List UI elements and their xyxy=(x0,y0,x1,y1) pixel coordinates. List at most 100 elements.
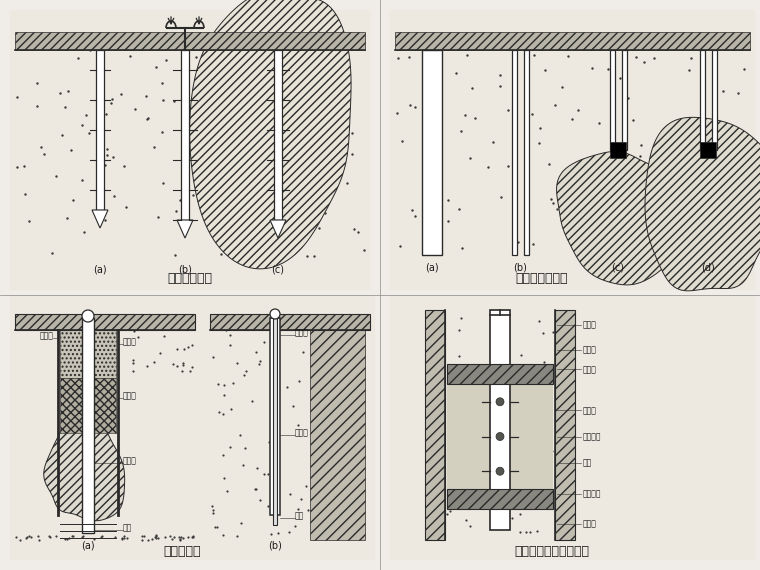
Point xyxy=(292,421,304,430)
Point xyxy=(25,532,37,541)
Point xyxy=(556,348,568,357)
Point xyxy=(422,344,434,353)
Bar xyxy=(447,364,553,384)
Point xyxy=(178,344,190,353)
Point xyxy=(352,227,364,237)
Point xyxy=(357,246,369,255)
Point xyxy=(77,531,89,540)
Point xyxy=(272,528,284,537)
Point xyxy=(562,343,575,352)
Bar xyxy=(60,330,116,378)
Point xyxy=(280,78,293,87)
Point xyxy=(258,338,271,347)
Point xyxy=(80,111,92,120)
Point xyxy=(722,166,734,176)
Point xyxy=(528,50,540,59)
Point xyxy=(32,532,44,541)
Point xyxy=(273,190,285,199)
Point xyxy=(315,51,328,60)
Point xyxy=(265,530,277,539)
Point xyxy=(101,144,113,153)
Text: (d): (d) xyxy=(701,262,715,272)
Point xyxy=(237,460,249,469)
Bar xyxy=(310,330,365,540)
Point xyxy=(618,70,630,79)
Point xyxy=(207,505,220,514)
Point xyxy=(429,415,441,424)
Point xyxy=(572,105,584,115)
Point xyxy=(283,527,295,536)
Point xyxy=(502,105,514,115)
Point xyxy=(302,100,314,109)
Point xyxy=(614,74,626,83)
Point xyxy=(254,495,266,504)
Point xyxy=(526,109,538,118)
Point xyxy=(225,404,237,413)
Point xyxy=(664,174,676,184)
Point xyxy=(454,314,467,323)
Point xyxy=(240,183,252,192)
Point xyxy=(150,534,163,543)
Point xyxy=(470,367,482,376)
Point xyxy=(147,142,160,151)
Point xyxy=(176,359,188,368)
Point xyxy=(84,46,97,55)
Point xyxy=(121,534,133,543)
Text: (c): (c) xyxy=(271,264,284,274)
Point xyxy=(218,380,230,389)
Point xyxy=(422,196,434,205)
Point xyxy=(186,531,198,540)
Point xyxy=(185,363,198,372)
Point xyxy=(396,136,408,145)
Point xyxy=(168,532,180,541)
Polygon shape xyxy=(556,152,689,285)
Bar xyxy=(555,310,575,540)
Point xyxy=(178,123,190,132)
Point xyxy=(470,458,482,467)
Point xyxy=(239,75,252,84)
Point xyxy=(453,325,465,335)
Point xyxy=(158,332,170,341)
Text: 混凝土: 混凝土 xyxy=(123,337,137,346)
Point xyxy=(258,469,270,478)
Bar xyxy=(711,50,717,150)
Point xyxy=(189,53,201,62)
Point xyxy=(290,176,302,185)
Point xyxy=(544,195,556,204)
Point xyxy=(450,68,462,78)
Point xyxy=(678,127,690,136)
Point xyxy=(158,532,170,541)
Point xyxy=(446,477,458,486)
Point xyxy=(264,206,277,215)
Text: 充填料: 充填料 xyxy=(583,365,597,374)
Point xyxy=(293,376,305,385)
Point xyxy=(686,180,698,189)
Point xyxy=(115,89,127,99)
Point xyxy=(460,515,472,524)
Point xyxy=(441,510,453,519)
Bar xyxy=(82,318,94,533)
Point xyxy=(254,356,266,365)
Point xyxy=(166,360,179,369)
Point xyxy=(278,89,290,98)
Point xyxy=(705,125,717,134)
Point xyxy=(300,86,312,95)
Point xyxy=(470,113,482,123)
Point xyxy=(622,93,635,103)
Polygon shape xyxy=(44,414,125,521)
Point xyxy=(207,353,220,362)
Point xyxy=(198,135,210,144)
Point xyxy=(120,203,132,212)
Point xyxy=(116,534,128,543)
Point xyxy=(682,253,695,262)
Point xyxy=(285,93,297,102)
Point xyxy=(442,217,454,226)
Point xyxy=(150,531,162,540)
Point xyxy=(561,412,573,421)
Point xyxy=(545,389,557,398)
Point xyxy=(105,98,117,107)
Text: 止浆塞: 止浆塞 xyxy=(583,320,597,329)
Point xyxy=(223,229,236,238)
Point xyxy=(150,532,162,541)
Point xyxy=(273,58,285,67)
